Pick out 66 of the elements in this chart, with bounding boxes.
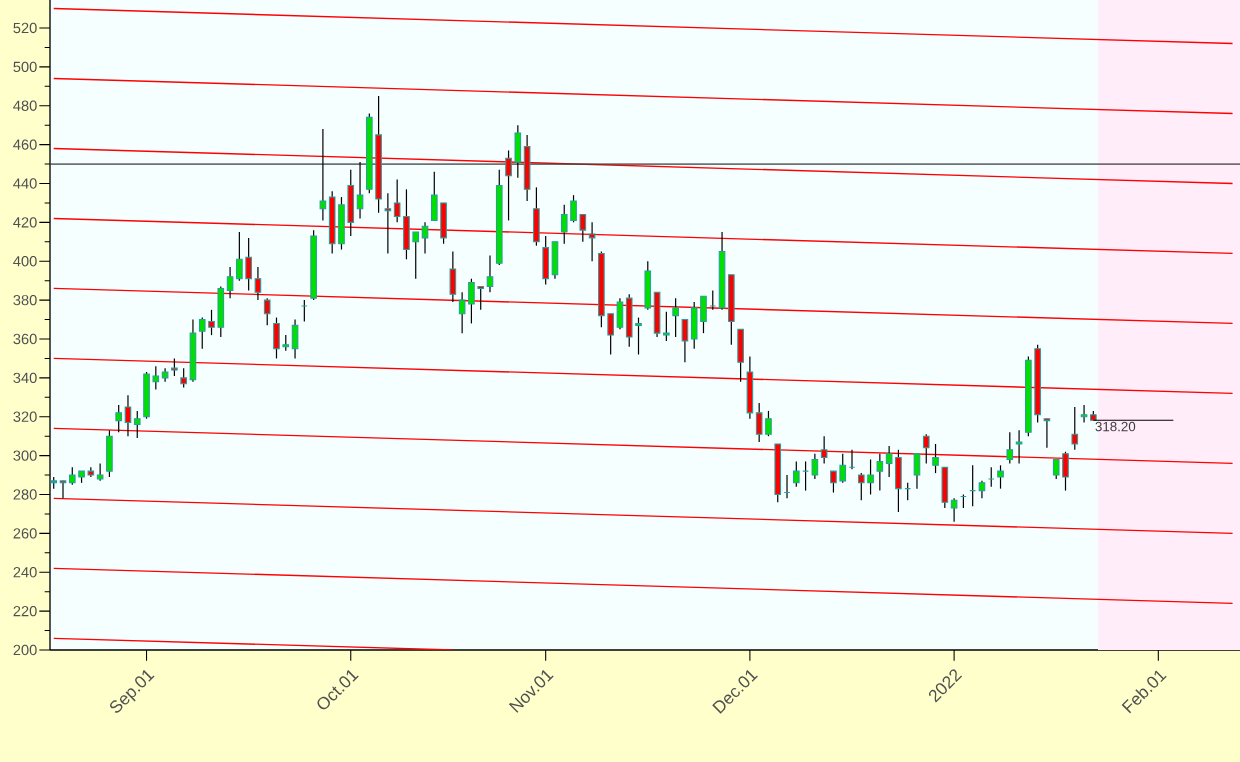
candlestick <box>765 410 772 437</box>
candlestick <box>412 231 420 280</box>
candlestick <box>486 254 494 293</box>
candlestick <box>245 237 252 291</box>
candlestick <box>236 231 243 282</box>
y-tick-label: 200 <box>13 644 37 656</box>
candlestick <box>635 316 642 356</box>
candlestick <box>356 161 364 220</box>
y-tick-label: 460 <box>13 139 37 150</box>
candlestick <box>393 178 401 223</box>
y-tick-label: 480 <box>13 100 37 111</box>
candlestick <box>1006 431 1014 464</box>
candlestick <box>96 462 104 482</box>
candlestick <box>867 458 874 496</box>
y-tick-label: 320 <box>13 411 37 422</box>
candlestick <box>1071 406 1079 451</box>
candlestick <box>421 221 429 255</box>
candlestick <box>830 470 837 494</box>
candlestick <box>950 497 958 523</box>
candlestick <box>997 464 1004 490</box>
y-tick-label: 220 <box>13 605 37 617</box>
candlestick <box>1043 418 1051 449</box>
candlestick <box>607 313 614 356</box>
candlestick <box>208 309 215 336</box>
candlestick <box>755 402 763 443</box>
y-tick-label: 280 <box>13 489 37 500</box>
candlestick <box>319 128 327 222</box>
y-tick-label: 240 <box>13 567 37 578</box>
candlestick <box>570 194 577 223</box>
candlestick <box>932 443 939 474</box>
candlestick <box>876 453 884 492</box>
y-tick-label: 400 <box>13 256 37 267</box>
y-tick-label: 260 <box>13 528 37 539</box>
candlestick <box>1015 429 1023 464</box>
candlestick <box>458 291 466 334</box>
candlestick <box>857 472 865 501</box>
candlestick <box>263 297 271 326</box>
candlestick <box>663 311 670 342</box>
candlestick <box>226 266 234 299</box>
y-tick-label: 420 <box>13 217 37 228</box>
candlestick <box>180 367 187 389</box>
y-tick-label: 500 <box>13 61 37 73</box>
y-tick-label: 440 <box>13 178 37 189</box>
candlestick <box>709 289 717 311</box>
y-tick-label: 360 <box>13 333 37 345</box>
candlestick <box>560 204 568 245</box>
candlestick <box>681 318 689 363</box>
annotation: 318.20 <box>1095 421 1136 432</box>
y-tick-label: 520 <box>13 22 37 34</box>
candlestick <box>133 410 141 439</box>
candlestick <box>885 445 893 478</box>
candlestick <box>152 365 160 391</box>
candlestick <box>913 453 921 490</box>
y-tick-label: 340 <box>13 372 37 384</box>
y-tick-label: 300 <box>13 450 37 461</box>
candlestick <box>987 466 995 488</box>
candlestick <box>1080 404 1088 424</box>
candlestick <box>792 460 800 488</box>
candlestick <box>115 404 123 433</box>
candlestick <box>811 453 819 480</box>
candlestick <box>1052 458 1060 480</box>
candlestick <box>672 297 679 338</box>
candlestick <box>839 453 847 484</box>
candlestick <box>468 278 475 325</box>
candlestick <box>198 316 206 350</box>
y-tick-label: 380 <box>13 294 37 306</box>
